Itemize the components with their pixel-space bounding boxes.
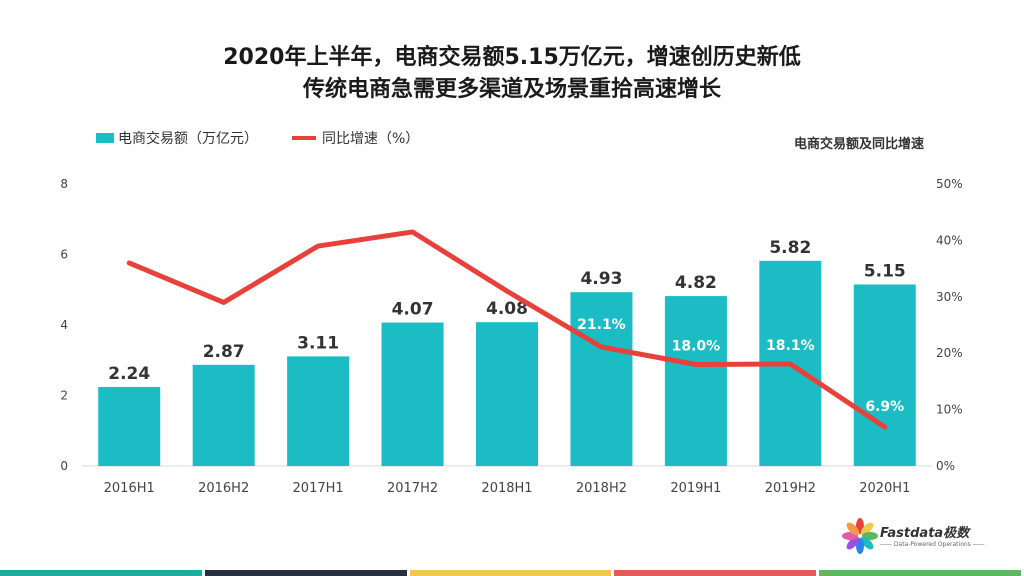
legend-item-line: 同比增速（%） — [292, 128, 419, 148]
footer-stripe — [204, 570, 407, 576]
y-left-tick-label: 0 — [60, 459, 68, 473]
line-value-label: 18.0% — [672, 338, 721, 354]
x-tick-label: 2016H1 — [104, 481, 155, 496]
y-right-tick-label: 10% — [936, 403, 963, 417]
x-tick-label: 2017H1 — [293, 481, 344, 496]
title-line-1: 2020年上半年，电商交易额5.15万亿元，增速创历史新低 — [223, 45, 801, 70]
y-right-tick-label: 30% — [936, 290, 963, 304]
y-left-tick-label: 6 — [60, 248, 68, 262]
legend-line-swatch — [292, 136, 316, 140]
legend-bar-swatch — [96, 133, 114, 143]
line-value-label: 6.9% — [865, 399, 904, 415]
footer-stripe — [614, 570, 817, 576]
bar-value-label: 4.93 — [580, 269, 622, 289]
line-value-label: 21.1% — [577, 317, 626, 333]
legend-line-label: 同比增速（%） — [322, 131, 420, 147]
title-line-2: 传统电商急需更多渠道及场景重拾高速增长 — [302, 77, 721, 102]
legend-bar-label: 电商交易额（万亿元） — [118, 131, 258, 147]
y-left-tick-label: 8 — [60, 177, 68, 191]
footer-stripe — [0, 570, 202, 576]
footer-stripe — [819, 570, 1021, 576]
logo: Fastdata极数 —— Data-Powered Operations —— — [842, 516, 992, 556]
y-right-tick-label: 40% — [936, 233, 963, 247]
bar-value-label: 2.87 — [203, 342, 245, 362]
bar — [476, 322, 538, 466]
x-tick-label: 2019H1 — [670, 481, 721, 496]
y-right-tick-label: 20% — [936, 346, 963, 360]
bar — [570, 292, 633, 466]
bar — [853, 284, 916, 466]
x-tick-label: 2020H1 — [859, 481, 910, 496]
legend-item-bar: 电商交易额（万亿元） — [96, 128, 258, 148]
bar-value-label: 4.07 — [392, 300, 434, 320]
y-left-tick-label: 4 — [60, 318, 68, 332]
x-tick-label: 2017H2 — [387, 481, 438, 496]
x-tick-label: 2018H2 — [576, 481, 627, 496]
y-left-tick-label: 2 — [60, 389, 68, 403]
bar-value-label: 4.82 — [675, 273, 717, 293]
x-tick-label: 2019H2 — [765, 481, 816, 496]
bar — [381, 322, 444, 466]
bar — [287, 356, 350, 466]
y-right-tick-label: 0% — [936, 459, 955, 473]
bar-value-label: 5.15 — [864, 261, 906, 281]
bar — [98, 387, 161, 466]
flower-logo-icon — [842, 518, 878, 554]
x-tick-label: 2018H1 — [481, 481, 532, 496]
footer-stripe — [409, 570, 612, 576]
chart-title: 2020年上半年，电商交易额5.15万亿元，增速创历史新低 传统电商急需更多渠道… — [0, 42, 1024, 106]
bar-value-label: 3.11 — [297, 333, 339, 353]
bar-value-label: 4.08 — [486, 299, 528, 319]
bar-value-label: 2.24 — [108, 364, 150, 384]
y-right-tick-label: 50% — [936, 177, 963, 191]
chart-subtitle: 电商交易额及同比增速 — [793, 137, 924, 152]
line-value-label: 18.1% — [766, 338, 815, 354]
logo-tagline: —— Data-Powered Operations —— — [880, 541, 985, 548]
logo-name: Fastdata极数 — [880, 526, 970, 541]
x-tick-label: 2016H2 — [198, 481, 249, 496]
bar-value-label: 5.82 — [769, 238, 811, 258]
bar — [192, 364, 255, 466]
bar — [664, 296, 727, 466]
